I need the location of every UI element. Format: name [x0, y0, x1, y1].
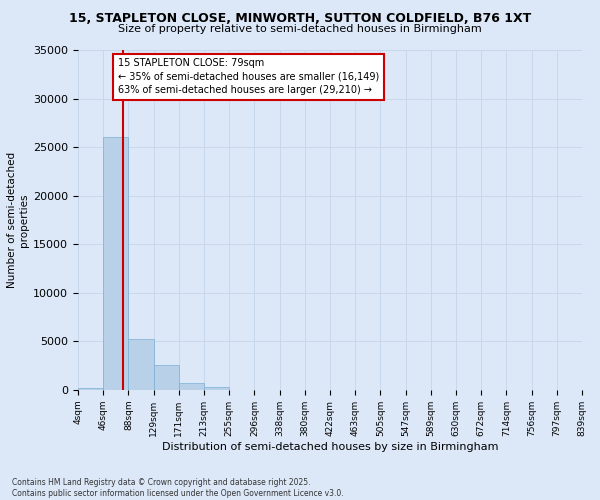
Bar [103, 138, 128, 390]
Text: 15 STAPLETON CLOSE: 79sqm
← 35% of semi-detached houses are smaller (16,149)
63%: 15 STAPLETON CLOSE: 79sqm ← 35% of semi-… [118, 58, 380, 95]
Bar [78, 388, 103, 390]
Bar [154, 364, 179, 390]
Text: 15, STAPLETON CLOSE, MINWORTH, SUTTON COLDFIELD, B76 1XT: 15, STAPLETON CLOSE, MINWORTH, SUTTON CO… [69, 12, 531, 26]
Bar [204, 386, 229, 390]
Bar [179, 383, 204, 390]
Text: Contains HM Land Registry data © Crown copyright and database right 2025.
Contai: Contains HM Land Registry data © Crown c… [12, 478, 344, 498]
Text: Size of property relative to semi-detached houses in Birmingham: Size of property relative to semi-detach… [118, 24, 482, 34]
Bar [128, 340, 154, 390]
X-axis label: Distribution of semi-detached houses by size in Birmingham: Distribution of semi-detached houses by … [162, 442, 498, 452]
Y-axis label: Number of semi-detached
properties: Number of semi-detached properties [7, 152, 29, 288]
